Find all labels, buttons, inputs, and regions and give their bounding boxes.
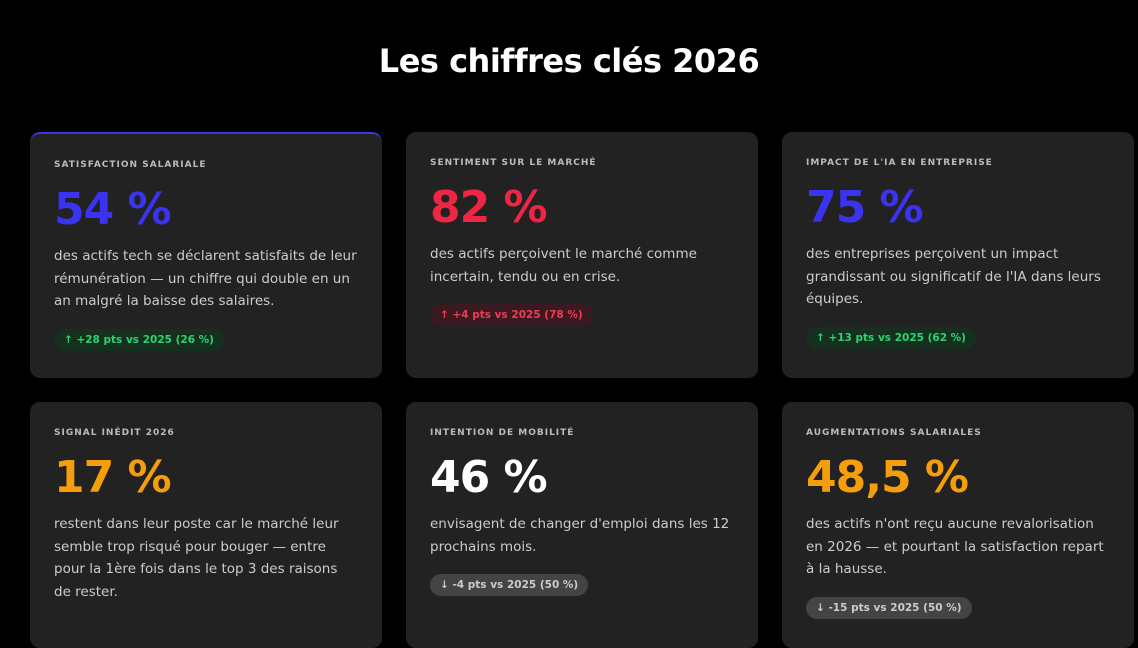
cards-grid: SATISFACTION SALARIALE 54 % des actifs tec… bbox=[30, 132, 1134, 648]
card-text: des actifs n'ont reçu aucune revalorisat… bbox=[806, 516, 1104, 577]
card-badge: ↓ -4 pts vs 2025 (50 %) bbox=[430, 574, 589, 596]
card-text: des entreprises perçoivent un impact gra… bbox=[806, 246, 1101, 307]
stat-card: IMPACT DE L'IA EN ENTREPRISE 75 % des entr… bbox=[782, 132, 1134, 378]
card-text: des actifs perçoivent le marché comme in… bbox=[430, 246, 697, 285]
card-stat: 54 % bbox=[54, 184, 172, 235]
card-stat: 82 % bbox=[430, 182, 548, 233]
card-badge: ↑ +4 pts vs 2025 (78 %) bbox=[430, 304, 593, 326]
card-stat: 17 % bbox=[54, 452, 172, 503]
stat-card: INTENTION DE MOBILITÉ 46 % envisagent de c… bbox=[406, 402, 758, 648]
title: Les chiffres clés 2026 bbox=[378, 42, 760, 80]
card-badge: ↑ +28 pts vs 2025 (26 %) bbox=[54, 328, 224, 351]
card-stat: 48,5 % bbox=[806, 452, 969, 503]
card-label: IMPACT DE L'IA EN ENTREPRISE bbox=[806, 158, 993, 168]
card-label: INTENTION DE MOBILITÉ bbox=[430, 428, 575, 438]
card-label: SIGNAL INÉDIT 2026 bbox=[54, 428, 175, 438]
card-label: SATISFACTION SALARIALE bbox=[54, 160, 207, 170]
card-stat: 75 % bbox=[806, 182, 924, 233]
page: Les chiffres clés 2026 SATISFACTION SALA… bbox=[30, 42, 1134, 648]
stat-card: SATISFACTION SALARIALE 54 % des actifs tec… bbox=[30, 132, 382, 378]
card-badge: ↓ -15 pts vs 2025 (50 %) bbox=[806, 596, 972, 619]
card-label: AUGMENTATIONS SALARIALES bbox=[806, 428, 982, 438]
stat-card: AUGMENTATIONS SALARIALES 48,5 % des actifs… bbox=[782, 402, 1134, 648]
card-badge: ↑ +13 pts vs 2025 (62 %) bbox=[806, 326, 976, 349]
card-label: SENTIMENT SUR LE MARCHÉ bbox=[430, 158, 597, 168]
stat-card: SENTIMENT SUR LE MARCHÉ 82 % des actifs pe… bbox=[406, 132, 758, 378]
card-text: envisagent de changer d'emploi dans les … bbox=[430, 516, 730, 555]
card-stat: 46 % bbox=[430, 452, 548, 503]
card-text: restent dans leur poste car le marché le… bbox=[54, 516, 339, 600]
card-text: des actifs tech se déclarent satisfaits … bbox=[54, 248, 357, 309]
stat-card: SIGNAL INÉDIT 2026 17 % restent dans leur … bbox=[30, 402, 382, 648]
